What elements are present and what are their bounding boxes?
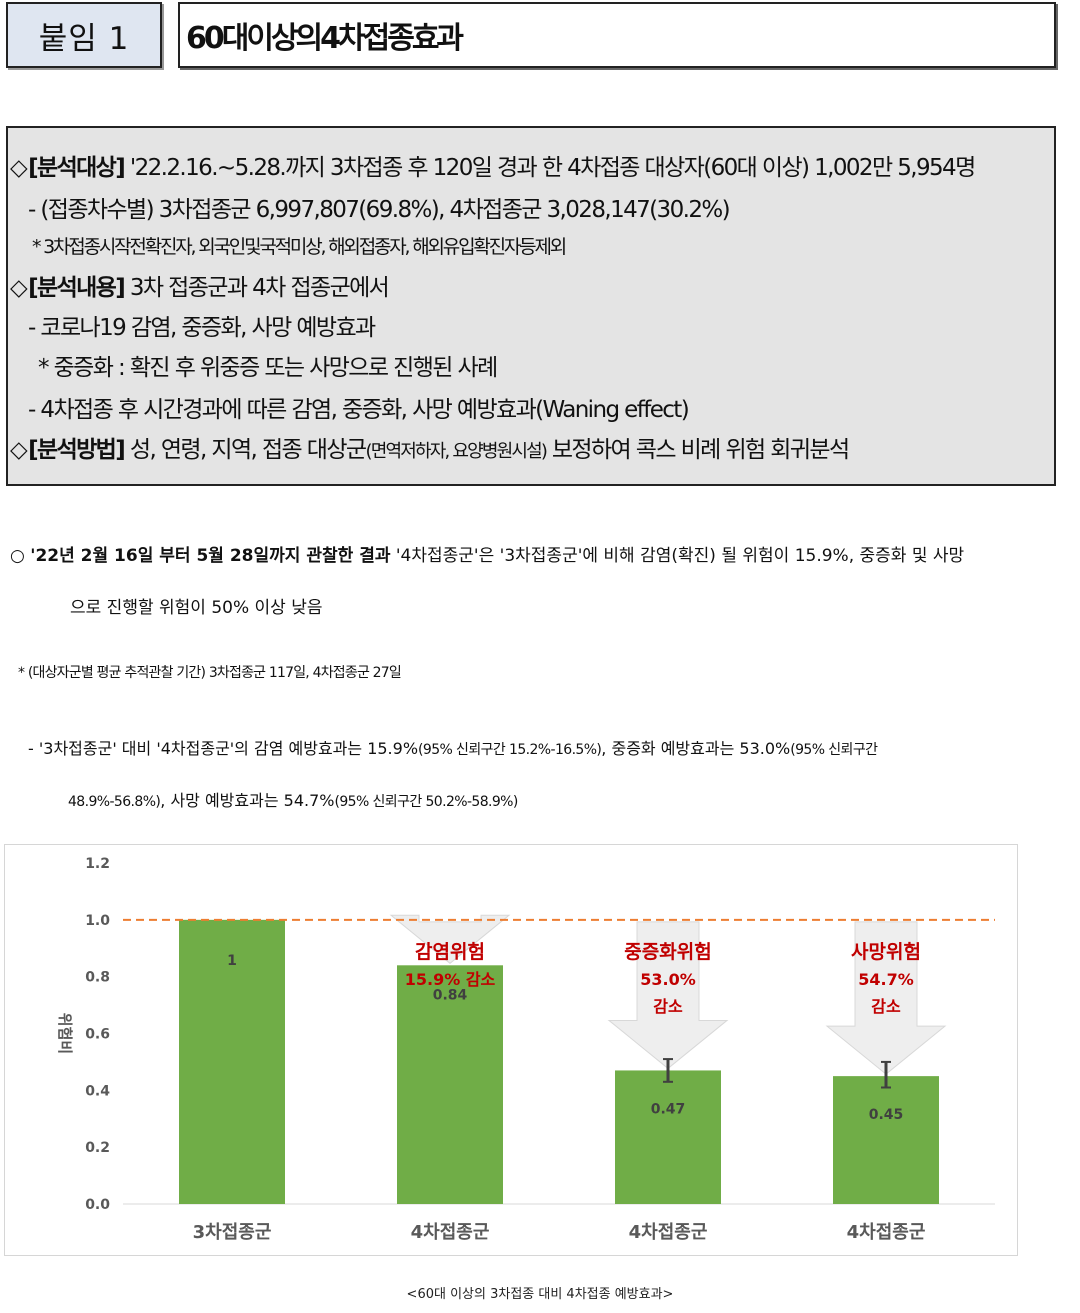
appendix-tag: 붙임 1	[6, 2, 162, 68]
summary-method-line: ◇[분석방법] 성, 연령, 지역, 접종 대상군(면역저하자, 요양병원시설)…	[10, 430, 850, 464]
risk-ratio-chart: 0.0 0.2 0.4 0.6 0.8 1.0 1.2 위험비 3차접종군 1 4차접종군 0.84 감…	[4, 844, 1018, 1256]
detail-death: , 사망 예방효과는 54.7%	[160, 791, 335, 810]
reduction-arrow	[825, 921, 947, 1075]
data-label: 0.84	[433, 987, 468, 1003]
figure-caption: <60대 이상의 3차접종 대비 4차접종 예방효과>	[406, 1287, 674, 1302]
bar	[179, 919, 285, 1204]
follow-up-note: * (대상자군별 평균 추적관찰 기간) 3차접종군 117일, 4차접종군 2…	[18, 665, 402, 681]
y-tick-label: 0.4	[85, 1083, 110, 1099]
data-label: 0.45	[869, 1107, 904, 1123]
y-tick-label: 1.2	[85, 856, 110, 872]
bar	[833, 1076, 939, 1204]
summary-effects-line: - 코로나19 감염, 중증화, 사망 예방효과	[28, 315, 376, 341]
finding-line-1: ○ '22년 2월 16일 부터 5월 28일까지 관찰한 결과 '4차접종군'…	[10, 541, 964, 566]
label-method: [분석방법]	[28, 437, 126, 463]
bar	[615, 1070, 721, 1204]
bar	[397, 965, 503, 1204]
annotation-text: 15.9% 감소	[405, 970, 496, 989]
detail-severe-ci-start: (95% 신뢰구간	[790, 742, 878, 758]
summary-target-line: ◇[분석대상] '22.2.16.~5.28.까지 3차접종 후 120일 경과…	[10, 148, 976, 182]
label-content: [분석내용]	[28, 275, 126, 301]
label-target: [분석대상]	[28, 155, 126, 181]
summary-box: ◇[분석대상] '22.2.16.~5.28.까지 3차접종 후 120일 경과…	[6, 126, 1056, 486]
detail-infection-ci: (95% 신뢰구간 15.2%-16.5%)	[418, 742, 602, 758]
y-axis-label: 위험비	[56, 1013, 74, 1054]
y-tick-label: 0.8	[85, 970, 110, 986]
detail-death-ci: (95% 신뢰구간 50.2%-58.9%)	[334, 794, 518, 810]
diamond-icon: ◇	[10, 155, 28, 181]
x-tick-label: 4차접종군	[847, 1222, 926, 1243]
target-text: '22.2.16.~5.28.까지 3차접종 후 120일 경과 한 4차접종 …	[124, 155, 976, 181]
circle-bullet-icon: ○	[10, 546, 25, 566]
detail-severe: , 중증화 예방효과는 53.0%	[601, 739, 791, 758]
annotation-text: 53.0%	[640, 970, 696, 989]
diamond-icon: ◇	[10, 437, 28, 463]
detail-line-1: - '3차접종군' 대비 '4차접종군'의 감염 예방효과는 15.9%(95%…	[28, 735, 878, 759]
y-tick-label: 0.2	[85, 1140, 110, 1156]
chart-svg: 0.0 0.2 0.4 0.6 0.8 1.0 1.2 위험비 3차접종군 1 4차접종군 0.84 감…	[56, 856, 995, 1243]
y-tick-label: 0.6	[85, 1027, 110, 1043]
detail-line-2: 48.9%-56.8%), 사망 예방효과는 54.7%(95% 신뢰구간 50…	[68, 787, 518, 811]
finding-line-2: 으로 진행할 위험이 50% 이상 낮음	[70, 598, 323, 618]
page-title: 60대이상의4차접종효과	[178, 2, 1056, 68]
finding-text-1: '4차접종군'은 '3차접종군'에 비해 감염(확진) 될 위험이 15.9%,…	[390, 546, 965, 566]
finding-bold: '22년 2월 16일 부터 5월 28일까지 관찰한 결과	[30, 546, 391, 566]
y-tick-label: 1.0	[85, 913, 110, 929]
annotation-text: 중증화위험	[624, 941, 711, 963]
annotation-text: 사망위험	[851, 941, 921, 963]
annotation-text: 감소	[871, 997, 901, 1016]
content-text: 3차 접종군과 4차 접종군에서	[124, 275, 390, 301]
summary-exclusion-line: * 3차접종시작전확진자, 외국인및국적미상, 해외접종자, 해외유입확진자등제…	[32, 236, 567, 258]
detail-infection: - '3차접종군' 대비 '4차접종군'의 감염 예방효과는 15.9%	[28, 739, 419, 758]
annotation-text: 감소	[653, 997, 683, 1016]
method-text-b: 보정하여 콕스 비례 위험 회귀분석	[546, 437, 850, 463]
summary-dose-line: - (접종차수별) 3차접종군 6,997,807(69.8%), 4차접종군 …	[28, 197, 731, 223]
annotation-text: 감염위험	[415, 941, 485, 963]
x-tick-label: 3차접종군	[193, 1222, 272, 1243]
y-tick-label: 0.0	[85, 1197, 110, 1213]
summary-waning-line: - 4차접종 후 시간경과에 따른 감염, 중증화, 사망 예방효과(Wanin…	[28, 397, 690, 423]
summary-severe-def-line: * 중증화 : 확진 후 위중증 또는 사망으로 진행된 사례	[38, 355, 498, 381]
x-tick-label: 4차접종군	[629, 1222, 708, 1243]
method-text-small: (면역저하자, 요양병원시설)	[365, 441, 547, 462]
reduction-arrow	[607, 921, 729, 1070]
data-label: 0.47	[651, 1101, 686, 1117]
method-text-a: 성, 연령, 지역, 접종 대상군	[124, 437, 367, 463]
detail-severe-ci-end: 48.9%-56.8%)	[68, 794, 161, 810]
x-tick-label: 4차접종군	[411, 1222, 490, 1243]
diamond-icon: ◇	[10, 275, 28, 301]
annotation-text: 54.7%	[858, 970, 914, 989]
summary-content-line: ◇[분석내용] 3차 접종군과 4차 접종군에서	[10, 268, 390, 302]
data-label: 1	[227, 953, 237, 969]
